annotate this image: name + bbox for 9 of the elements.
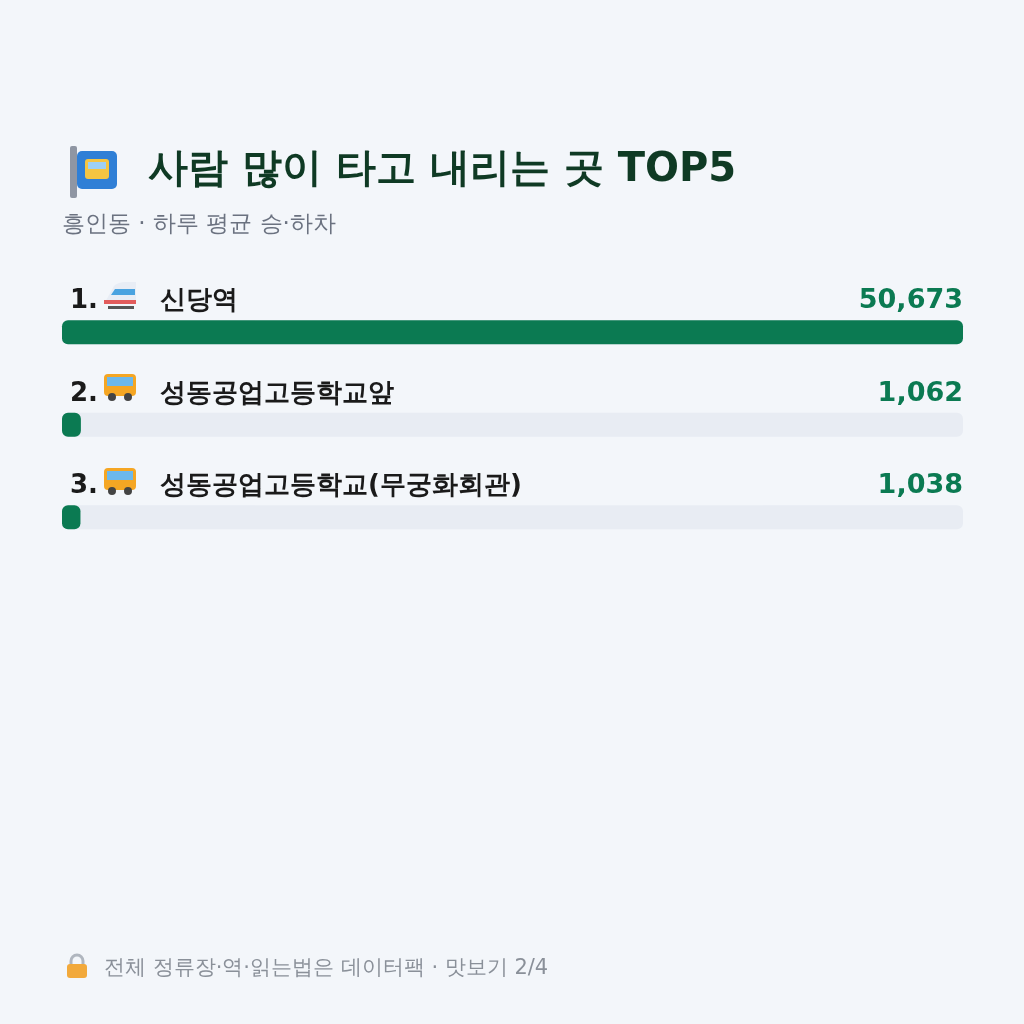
text: 전체 정류장·역·읽는법은 데이터팩 · 맛보기 2/4 — [104, 954, 549, 981]
category-label: 1. 신당역 — [70, 284, 239, 315]
data-label: 50,673 — [858, 283, 963, 315]
chart-subtitle: 흥인동 · 하루 평균 승·하차 — [62, 209, 336, 238]
chart-title: 사람 많이 타고 내리는 곳 TOP5 — [148, 143, 737, 192]
category-label: 3. 성동공업고등학교(무궁화회관) — [70, 469, 522, 500]
data-label: 1,038 — [877, 468, 963, 500]
data-label: 1,062 — [877, 375, 963, 407]
category-label: 2. 성동공업고등학교앞 — [70, 376, 395, 407]
